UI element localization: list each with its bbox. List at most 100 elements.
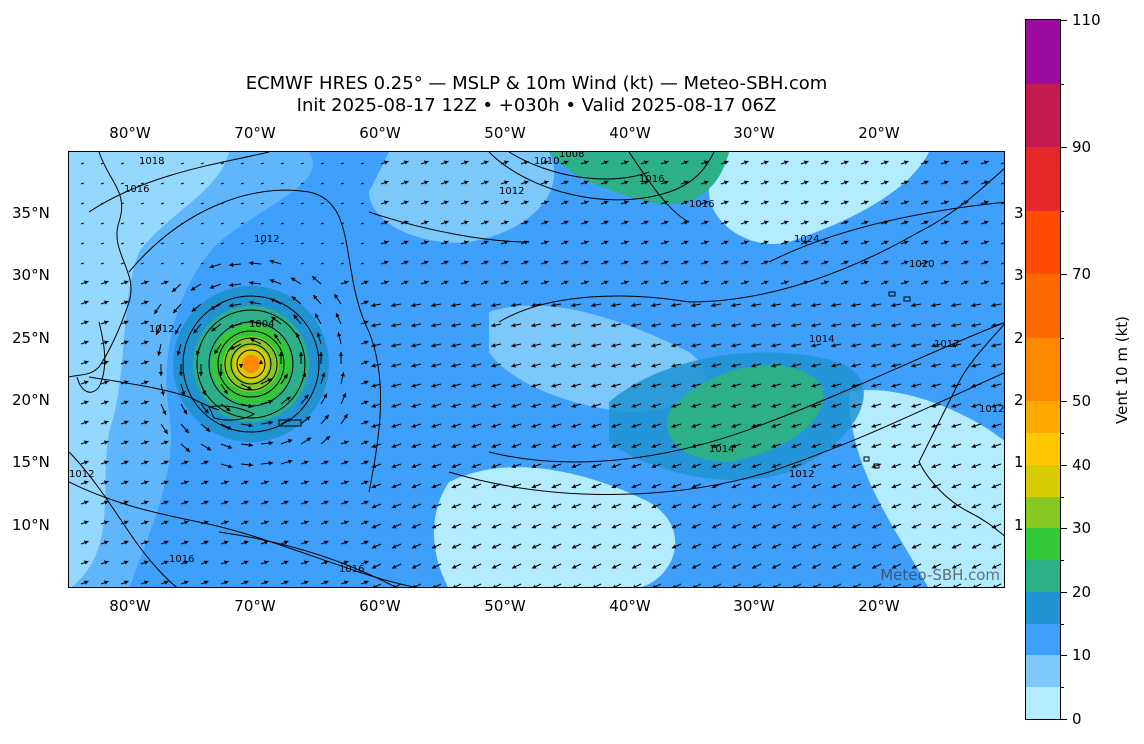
wind-arrow-head xyxy=(335,313,340,318)
wind-arrow-head xyxy=(963,280,969,285)
wind-arrow-head xyxy=(283,374,288,379)
wind-arrow-head xyxy=(83,280,89,285)
wind-arrow-head xyxy=(771,463,777,469)
wind-arrow-head xyxy=(783,220,789,225)
wind-arrow-head xyxy=(571,504,577,509)
wind-arrow-head xyxy=(883,240,889,245)
wind-arrow-head xyxy=(511,524,517,529)
wind-arrow-head xyxy=(763,260,769,265)
wind-arrow-head xyxy=(891,504,897,509)
wind-arrow-head xyxy=(651,423,656,428)
wind-arrow-head xyxy=(803,180,809,185)
wind-arrow-head xyxy=(283,540,289,545)
wind-arrow-head xyxy=(983,280,989,285)
wind-arrow-head xyxy=(711,302,716,308)
wind-arrow-head xyxy=(911,524,917,529)
wind-arrow-shaft xyxy=(120,202,124,205)
wind-arrow-head xyxy=(103,400,109,405)
wind-arrow-head xyxy=(611,363,616,368)
wind-arrow-head xyxy=(443,260,449,265)
wind-arrow-head xyxy=(811,443,817,449)
wind-arrow-head xyxy=(611,383,616,388)
wind-arrow-head xyxy=(163,580,169,585)
wind-arrow-head xyxy=(571,343,576,348)
colorbar-tick-label: 10 xyxy=(1072,646,1092,665)
wind-arrow-head xyxy=(711,323,716,328)
wind-arrow-head xyxy=(673,584,676,587)
wind-arrow-head xyxy=(831,423,836,428)
wind-arrow-head xyxy=(791,504,797,509)
wind-arrow-shaft xyxy=(100,202,104,205)
wind-arrow-head xyxy=(991,524,997,529)
wind-arrow-head xyxy=(691,343,696,348)
wind-arrow-head xyxy=(951,484,957,489)
wind-arrow-shaft xyxy=(140,202,144,205)
wind-arrow-head xyxy=(229,323,234,329)
wind-arrow-head xyxy=(198,372,204,376)
wind-arrow-head xyxy=(178,372,184,376)
wind-arrow-head xyxy=(731,524,737,529)
wind-arrow-head xyxy=(511,564,517,569)
wind-arrow-head xyxy=(771,343,776,348)
wind-arrow-head xyxy=(911,443,917,449)
wind-arrow-shaft xyxy=(140,162,144,165)
wind-arrow-shaft xyxy=(180,222,184,225)
wind-arrow-head xyxy=(651,564,657,569)
wind-arrow-head xyxy=(671,524,677,529)
wind-arrow-head xyxy=(173,308,178,314)
colorbar-tick-mark xyxy=(1061,274,1067,276)
wind-arrow-head xyxy=(591,443,597,449)
wind-arrow-head xyxy=(183,580,189,585)
wind-arrow-shaft xyxy=(1000,202,1004,205)
wind-arrow-head xyxy=(953,584,956,587)
wind-arrow-head xyxy=(831,524,837,529)
wind-arrow-head xyxy=(623,280,629,285)
right-lat-label: 3 xyxy=(1014,266,1024,284)
wind-arrow-head xyxy=(783,160,789,165)
wind-arrow-head xyxy=(163,480,169,485)
wind-arrow-head xyxy=(411,484,417,489)
wind-arrow-head xyxy=(247,385,252,390)
wind-arrow-head xyxy=(651,443,657,449)
puerto-rico xyxy=(278,419,302,427)
wind-arrow-head xyxy=(843,200,849,205)
wind-arrow-head xyxy=(223,580,229,585)
wind-arrow-head xyxy=(751,423,756,428)
wind-arrow-shaft xyxy=(320,222,324,225)
wind-arrow-head xyxy=(363,440,369,445)
wind-arrow-head xyxy=(323,500,329,505)
wind-arrow-head xyxy=(338,352,344,356)
left-lat-label: 30°N xyxy=(12,266,50,284)
isobar-ring xyxy=(196,309,306,419)
wind-arrow-shaft xyxy=(1000,242,1004,245)
wind-arrow-head xyxy=(143,540,149,545)
wind-arrow-head xyxy=(911,504,917,509)
wind-arrow-head xyxy=(991,544,997,549)
wind-arrow-head xyxy=(963,240,969,245)
wind-arrow-shaft xyxy=(1000,282,1004,285)
wind-arrow-head xyxy=(591,403,596,408)
wind-arrow-head xyxy=(523,220,529,225)
wind-arrow-head xyxy=(413,584,416,587)
wind-arrow-head xyxy=(163,540,169,545)
wind-arrow-head xyxy=(411,383,416,388)
wind-arrow-head xyxy=(483,200,489,205)
wind-arrow-head xyxy=(891,403,896,408)
wind-arrow-head xyxy=(923,180,929,185)
wind-arrow-head xyxy=(363,520,369,525)
wind-arrow-head xyxy=(823,180,829,185)
colorbar-tick-label: 40 xyxy=(1072,455,1092,474)
wind-arrow-head xyxy=(931,363,936,368)
wind-arrow-head xyxy=(911,423,916,428)
wind-arrow-head xyxy=(943,260,949,265)
wind-arrow-head xyxy=(83,320,89,325)
wind-arrow-head xyxy=(363,460,369,465)
wind-arrow-head xyxy=(183,520,189,525)
wind-arrow-head xyxy=(983,260,989,265)
right-lat-label: 2 xyxy=(1014,329,1024,347)
wind-arrow-head xyxy=(651,463,657,469)
wind-arrow-head xyxy=(243,520,249,525)
wind-arrow-head xyxy=(211,327,216,332)
wind-arrow-head xyxy=(731,443,737,449)
wind-arrow-head xyxy=(313,294,318,300)
